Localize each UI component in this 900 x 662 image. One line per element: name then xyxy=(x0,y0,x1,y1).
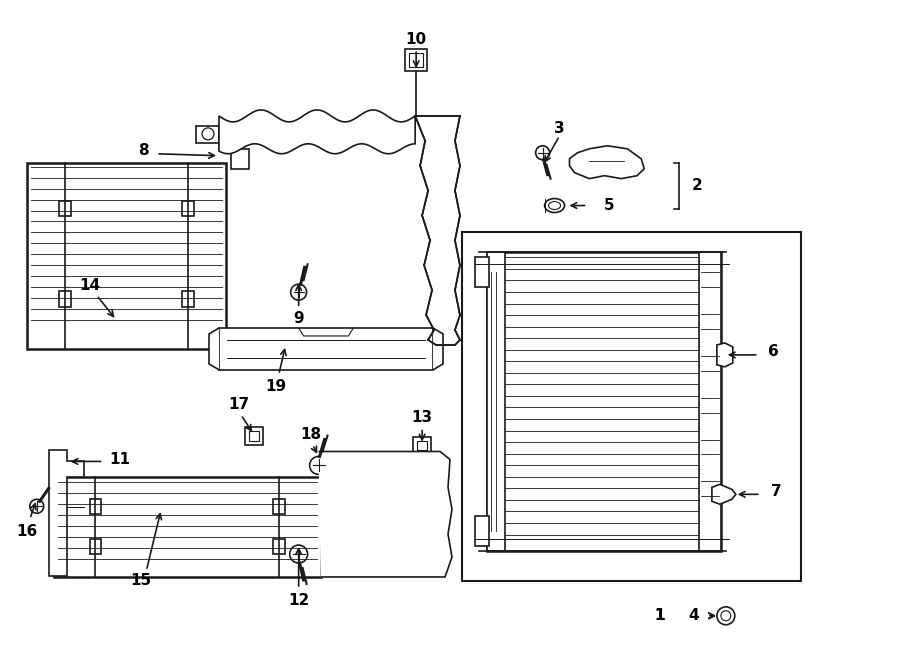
Text: 1: 1 xyxy=(654,608,664,624)
Text: 17: 17 xyxy=(229,397,249,412)
Bar xyxy=(413,436,431,455)
Text: 14: 14 xyxy=(79,277,100,293)
Bar xyxy=(405,49,428,71)
Text: 12: 12 xyxy=(288,593,310,608)
Bar xyxy=(58,201,70,216)
Text: 3: 3 xyxy=(554,121,565,136)
Bar xyxy=(273,499,284,514)
Bar xyxy=(58,291,70,307)
Bar xyxy=(417,440,428,451)
Bar xyxy=(89,499,102,514)
Bar xyxy=(462,232,800,581)
Text: 7: 7 xyxy=(771,484,782,499)
Bar xyxy=(475,516,489,546)
Polygon shape xyxy=(433,328,443,370)
Bar xyxy=(410,53,423,67)
Text: 2: 2 xyxy=(691,178,702,193)
Polygon shape xyxy=(209,328,219,370)
Polygon shape xyxy=(717,343,733,367)
Text: 15: 15 xyxy=(130,573,152,589)
Circle shape xyxy=(721,611,731,621)
Bar xyxy=(89,539,102,554)
Bar xyxy=(273,539,284,554)
Circle shape xyxy=(290,545,308,563)
Polygon shape xyxy=(49,449,84,576)
Text: 6: 6 xyxy=(769,344,779,359)
Text: 10: 10 xyxy=(406,32,427,47)
Bar xyxy=(487,252,505,551)
Circle shape xyxy=(717,607,734,625)
Text: 13: 13 xyxy=(411,410,433,425)
Text: 18: 18 xyxy=(300,427,321,442)
Ellipse shape xyxy=(549,201,561,209)
Circle shape xyxy=(30,499,44,513)
Polygon shape xyxy=(196,126,248,169)
Bar xyxy=(487,252,721,551)
Bar xyxy=(245,426,263,444)
Bar xyxy=(219,328,433,370)
Circle shape xyxy=(536,146,550,160)
Bar xyxy=(248,430,259,440)
Circle shape xyxy=(291,284,307,300)
Polygon shape xyxy=(570,146,644,179)
Bar xyxy=(54,477,320,577)
Polygon shape xyxy=(219,110,415,154)
Text: 19: 19 xyxy=(266,379,286,395)
Circle shape xyxy=(202,128,214,140)
Polygon shape xyxy=(415,116,460,345)
Circle shape xyxy=(310,457,328,475)
Text: 4: 4 xyxy=(688,608,699,624)
Ellipse shape xyxy=(544,199,564,213)
Text: 16: 16 xyxy=(16,524,38,539)
Bar xyxy=(182,291,194,307)
Bar xyxy=(475,258,489,287)
Bar xyxy=(699,252,721,551)
Text: 9: 9 xyxy=(293,310,304,326)
Text: 1: 1 xyxy=(654,608,664,624)
Bar xyxy=(27,163,226,349)
Text: 11: 11 xyxy=(109,452,130,467)
Polygon shape xyxy=(319,451,452,577)
Text: 5: 5 xyxy=(604,198,615,213)
Polygon shape xyxy=(712,485,736,504)
Bar xyxy=(182,201,194,216)
Text: 8: 8 xyxy=(138,143,148,158)
